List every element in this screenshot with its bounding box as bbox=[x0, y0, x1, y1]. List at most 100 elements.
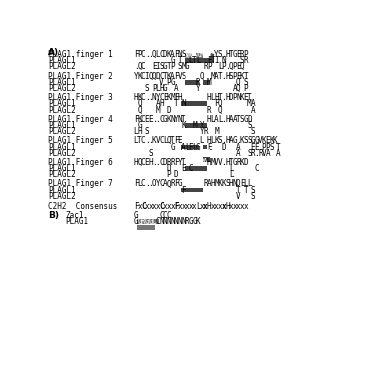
Text: G: G bbox=[156, 211, 160, 220]
Text: S: S bbox=[181, 50, 186, 59]
Text: x: x bbox=[243, 202, 248, 211]
Text: PLAGL1: PLAGL1 bbox=[48, 121, 76, 130]
Text: C: C bbox=[159, 202, 164, 211]
Text: L: L bbox=[189, 56, 193, 65]
Text: K: K bbox=[166, 115, 171, 124]
FancyBboxPatch shape bbox=[203, 80, 207, 85]
Text: R: R bbox=[141, 217, 146, 226]
Text: Y: Y bbox=[156, 93, 160, 102]
Text: R: R bbox=[196, 78, 201, 87]
Text: P: P bbox=[262, 142, 266, 152]
Text: 6: 6 bbox=[210, 45, 215, 54]
Text: T: T bbox=[243, 186, 248, 195]
Text: PLAG1 Finger 4: PLAG1 Finger 4 bbox=[48, 115, 113, 124]
Text: L: L bbox=[210, 115, 215, 124]
Text: E: E bbox=[145, 115, 149, 124]
Text: K: K bbox=[240, 93, 244, 102]
Text: -1: -1 bbox=[185, 45, 194, 54]
Text: K: K bbox=[166, 72, 171, 81]
Text: T: T bbox=[192, 56, 197, 65]
Text: Y: Y bbox=[214, 50, 219, 59]
Text: B): B) bbox=[48, 211, 59, 220]
Text: L: L bbox=[210, 136, 215, 145]
Text: L: L bbox=[218, 62, 222, 71]
Text: I: I bbox=[189, 72, 193, 81]
Text: x: x bbox=[145, 202, 149, 211]
Text: x: x bbox=[229, 202, 233, 211]
Text: .: . bbox=[222, 72, 226, 81]
Text: PLAGL1: PLAGL1 bbox=[48, 164, 76, 173]
Text: V: V bbox=[214, 158, 219, 167]
Text: C: C bbox=[189, 164, 193, 173]
Text: K: K bbox=[152, 136, 157, 145]
Text: C2H2  Consensus: C2H2 Consensus bbox=[48, 202, 118, 211]
Text: N: N bbox=[203, 93, 208, 102]
Text: .: . bbox=[145, 93, 149, 102]
Text: Q: Q bbox=[240, 62, 244, 71]
Text: D: D bbox=[163, 158, 168, 167]
Text: .: . bbox=[148, 93, 153, 102]
Text: G: G bbox=[134, 217, 138, 226]
Text: C: C bbox=[159, 93, 164, 102]
FancyBboxPatch shape bbox=[196, 53, 203, 58]
Text: R: R bbox=[203, 127, 208, 136]
Text: R: R bbox=[166, 158, 171, 167]
Text: G: G bbox=[232, 50, 237, 59]
FancyBboxPatch shape bbox=[185, 166, 188, 171]
Text: S: S bbox=[240, 56, 244, 65]
Text: K: K bbox=[137, 72, 142, 81]
Text: H: H bbox=[178, 93, 182, 102]
Text: K: K bbox=[269, 136, 274, 145]
Text: S: S bbox=[269, 142, 274, 152]
FancyBboxPatch shape bbox=[181, 101, 185, 106]
Text: N: N bbox=[178, 50, 182, 59]
Text: S: S bbox=[218, 136, 222, 145]
Text: R: R bbox=[203, 62, 208, 71]
Text: T: T bbox=[210, 56, 215, 65]
Text: M: M bbox=[170, 93, 175, 102]
Text: D: D bbox=[189, 93, 193, 102]
Text: R: R bbox=[236, 158, 241, 167]
Text: C: C bbox=[141, 62, 146, 71]
Text: S: S bbox=[181, 72, 186, 81]
Text: G: G bbox=[178, 179, 182, 188]
Text: Y: Y bbox=[200, 121, 204, 130]
Text: G: G bbox=[189, 217, 193, 226]
Text: K: K bbox=[185, 72, 189, 81]
Text: S: S bbox=[243, 78, 248, 87]
Text: G: G bbox=[134, 211, 138, 220]
Text: H: H bbox=[210, 179, 215, 188]
Text: T: T bbox=[236, 115, 241, 124]
Text: G: G bbox=[163, 84, 168, 93]
Text: A: A bbox=[214, 115, 219, 124]
Text: PLAG1 finger 1: PLAG1 finger 1 bbox=[48, 50, 113, 59]
Text: Q: Q bbox=[229, 62, 233, 71]
Text: V: V bbox=[156, 136, 160, 145]
Text: Q: Q bbox=[218, 106, 222, 115]
Text: C: C bbox=[156, 217, 160, 226]
Text: G: G bbox=[254, 136, 259, 145]
Text: x: x bbox=[152, 202, 157, 211]
Text: PLAGL2: PLAGL2 bbox=[48, 106, 76, 115]
Text: x: x bbox=[166, 202, 171, 211]
Text: .: . bbox=[222, 93, 226, 102]
Text: S: S bbox=[251, 186, 255, 195]
Text: .: . bbox=[148, 50, 153, 59]
Text: K: K bbox=[185, 179, 189, 188]
Text: M: M bbox=[247, 99, 252, 108]
Text: Q: Q bbox=[166, 179, 171, 188]
Text: F: F bbox=[134, 202, 138, 211]
Text: R: R bbox=[203, 179, 208, 188]
Text: H: H bbox=[229, 179, 233, 188]
FancyBboxPatch shape bbox=[196, 188, 200, 192]
Text: PLAGL2: PLAGL2 bbox=[48, 62, 76, 71]
Text: D: D bbox=[229, 93, 233, 102]
Text: D: D bbox=[156, 72, 160, 81]
Text: A: A bbox=[276, 149, 281, 158]
Text: L: L bbox=[134, 127, 138, 136]
Text: R: R bbox=[185, 217, 189, 226]
Text: L: L bbox=[200, 136, 204, 145]
Text: S: S bbox=[210, 50, 215, 59]
Text: F: F bbox=[174, 93, 178, 102]
Text: C: C bbox=[159, 72, 164, 81]
